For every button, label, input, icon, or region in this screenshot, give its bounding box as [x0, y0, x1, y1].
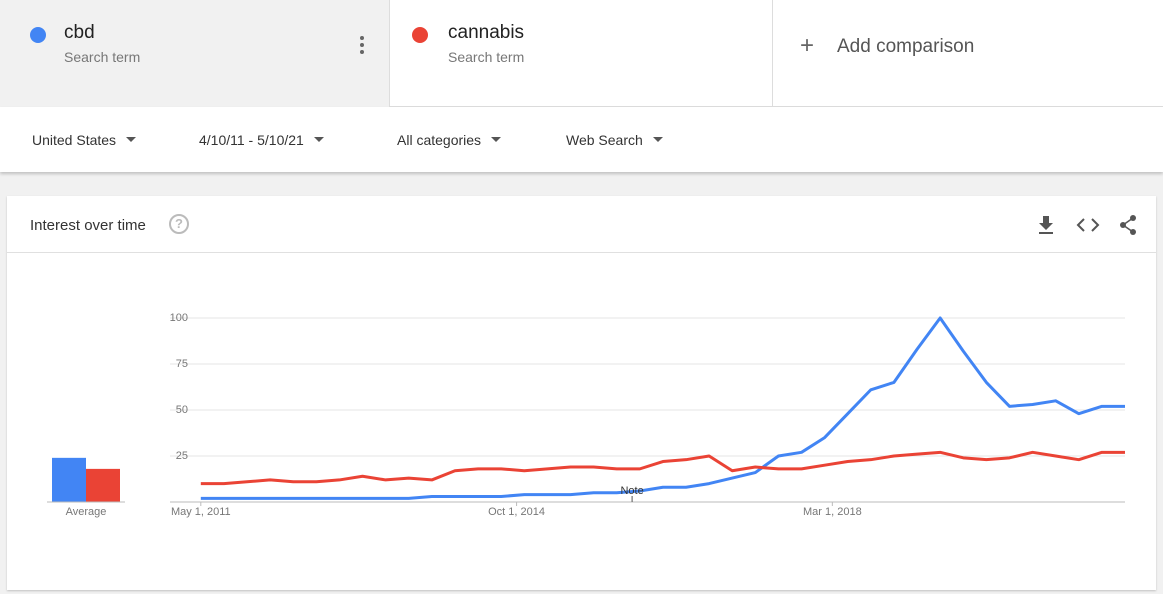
filter[interactable]: All categories	[397, 132, 501, 148]
filter[interactable]: Web Search	[566, 132, 663, 148]
x-tick-label: Mar 1, 2018	[803, 506, 862, 518]
term-subtitle: Search term	[448, 49, 525, 65]
y-tick-label: 75	[176, 358, 188, 370]
series-line	[200, 450, 1125, 486]
term[interactable]: cbd Search term	[0, 0, 390, 107]
filter[interactable]: United States	[32, 132, 136, 148]
term-subtitle: Search term	[64, 49, 141, 65]
annotation: Note	[620, 485, 643, 497]
term-name: cbd	[64, 22, 95, 43]
terms-bar: cbd Search term cannabis Search term + A…	[0, 0, 1163, 107]
y-tick-label: 25	[176, 450, 188, 462]
filter[interactable]: 4/10/11 - 5/10/21	[199, 132, 324, 148]
x-tick-label: Oct 1, 2014	[488, 506, 545, 518]
add-comparison-label: Add comparison	[837, 36, 975, 57]
chart: 25 50 75 100 May 1, 2011 Oct 1, 2014 Mar 1, 20…	[47, 312, 1125, 518]
term-dot	[30, 27, 46, 43]
series-line	[200, 316, 1125, 500]
average-bar	[86, 468, 120, 502]
filters-bar: United States 4/10/11 - 5/10/21 All cate…	[0, 107, 1163, 172]
card-title: Interest over time	[30, 217, 146, 234]
share-icon[interactable]	[1120, 215, 1136, 235]
average-bar	[52, 457, 86, 502]
add-comparison[interactable]: + Add comparison	[773, 0, 1163, 107]
embed-icon[interactable]	[1076, 218, 1100, 232]
term-name: cannabis	[448, 22, 525, 43]
download-icon[interactable]	[1039, 216, 1053, 234]
average-label: Average	[66, 506, 107, 518]
term-dot	[412, 27, 428, 43]
x-tick-label: May 1, 2011	[171, 506, 231, 518]
y-tick-label: 50	[176, 404, 188, 416]
term[interactable]: cannabis Search term	[390, 0, 773, 107]
help-icon[interactable]: ?	[169, 214, 189, 234]
card-header: Interest over time ?	[7, 196, 1156, 253]
card-actions	[1039, 215, 1136, 235]
plus-icon: +	[800, 32, 815, 59]
menu-icon[interactable]	[360, 36, 364, 54]
card: Interest over time ? 25 50 75 100 May 1, 201…	[7, 196, 1156, 590]
y-tick-label: 100	[170, 312, 188, 324]
